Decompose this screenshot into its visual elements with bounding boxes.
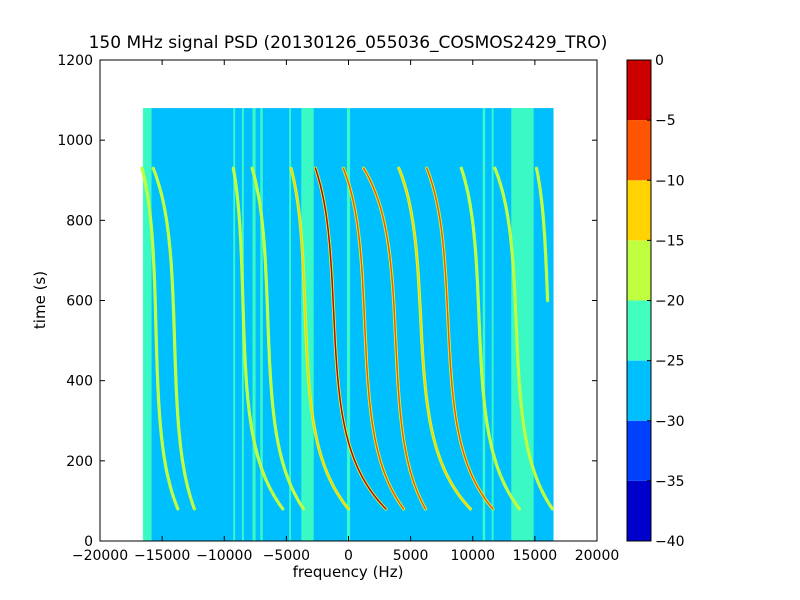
signal-track-halo [231,166,285,511]
x-tick-label: −10000 [196,548,252,564]
colorbar-segment [627,180,651,241]
vertical-band [233,108,236,541]
colorbar-tick-label: 0 [655,53,664,69]
band-layer [142,108,554,541]
signal-track-core [342,167,405,510]
y-tick-label: 400 [66,374,93,390]
signal-track-core [425,167,494,510]
vertical-band [166,108,171,541]
y-tick-label: 200 [66,454,93,470]
colorbar-tick-label: −15 [655,233,685,249]
signal-track-halo [459,166,521,511]
x-axis: −20000 −15000 −10000 −5000 0 5000 10000 15000 20… [72,60,619,564]
vertical-band [511,108,534,541]
x-tick-label: 20000 [575,548,620,564]
vertical-band [142,108,152,541]
y-tick-label: 600 [66,294,93,310]
colorbar-tick-label: −10 [655,173,685,189]
track-layer [140,166,554,511]
colorbar-segment [627,60,651,121]
x-tick-label: 15000 [513,548,558,564]
colorbar-tick-label: −5 [655,113,676,129]
x-tick-label: −15000 [134,548,190,564]
colorbar-segment [627,300,651,361]
signal-track-core [398,167,472,510]
signal-track-halo [493,166,554,511]
y-axis-label: time (s) [31,271,49,329]
signal-track-core [290,167,350,510]
colorbar-tick-label: −20 [655,294,685,310]
y-tick-label: 1200 [57,53,93,69]
vertical-band [482,108,486,541]
signal-track-halo [534,166,550,303]
colorbar-segment [627,480,651,541]
signal-track-halo [140,166,180,511]
x-tick-label: 10000 [450,548,495,564]
colorbar: 0 −5 −10 −15 −20 −25 −30 −35 −40 [626,53,685,550]
y-tick-label: 1000 [57,133,93,149]
x-tick-label: −5000 [263,548,310,564]
vertical-band [260,108,263,541]
vertical-band [491,108,494,541]
chart-title: 150 MHz signal PSD (20130126_055036_COSM… [89,33,608,53]
signal-track-halo [151,166,196,511]
y-tick-label: 0 [84,534,93,550]
plot-area [140,108,554,541]
colorbar-segment [627,240,651,301]
y-axis: 0 200 400 600 800 1000 1200 [57,53,597,550]
vertical-band [346,108,351,541]
colorbar-tick-label: −35 [655,474,685,490]
colorbar-tick-label: −30 [655,414,685,430]
signal-track-core [314,167,387,510]
colorbar-tick-label: −40 [655,534,685,550]
vertical-band [301,108,314,541]
colorbar-tick-label: −25 [655,354,685,370]
x-tick-label: 5000 [393,548,429,564]
vertical-band [289,108,292,541]
vertical-band [252,108,256,541]
x-tick-label: −20000 [72,548,128,564]
signal-track-halo [250,166,306,511]
colorbar-segment [627,120,651,181]
x-tick-label: 0 [344,548,353,564]
signal-track-core [362,167,427,510]
colorbar-segment [627,420,651,481]
colorbar-segment [627,360,651,421]
y-tick-label: 800 [66,213,93,229]
x-axis-label: frequency (Hz) [293,563,404,581]
